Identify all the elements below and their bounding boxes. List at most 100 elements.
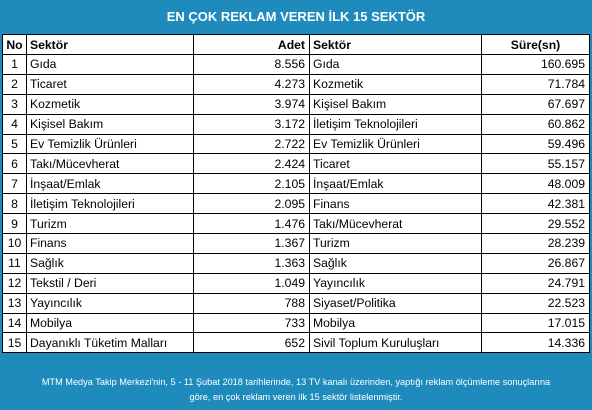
column-header-count: Adet — [193, 34, 310, 55]
cell-count: 788 — [193, 292, 310, 314]
cell-count: 3.172 — [193, 113, 310, 135]
cell-duration: 48.009 — [481, 173, 590, 195]
cell-count: 1.363 — [193, 252, 310, 274]
cell-duration: 59.496 — [481, 133, 590, 155]
cell-sector-by-count: Gıda — [26, 54, 194, 75]
cell-no: 3 — [2, 93, 27, 115]
table-row: 3 Kozmetik 3.974 Kişisel Bakım 67.697 — [2, 93, 590, 115]
cell-no: 10 — [2, 233, 27, 254]
cell-sector-by-duration: Finans — [309, 193, 482, 215]
cell-no: 12 — [2, 272, 27, 294]
cell-sector-by-count: Takı/Mücevherat — [26, 153, 194, 175]
cell-duration: 42.381 — [481, 193, 590, 215]
table-row: 1 Gıda 8.556 Gıda 160.695 — [2, 54, 590, 75]
cell-duration: 14.336 — [481, 332, 590, 354]
cell-sector-by-count: Finans — [26, 233, 194, 254]
column-header-sector-by-count: Sektör — [26, 34, 194, 55]
cell-sector-by-count: Kişisel Bakım — [26, 113, 194, 135]
table-row: 7 İnşaat/Emlak 2.105 İnşaat/Emlak 48.009 — [2, 173, 590, 195]
cell-no: 11 — [2, 252, 27, 274]
cell-count: 652 — [193, 332, 310, 354]
cell-sector-by-count: Ev Temizlik Ürünleri — [26, 133, 194, 155]
cell-count: 2.095 — [193, 193, 310, 215]
table-row: 13 Yayıncılık 788 Siyaset/Politika 22.523 — [2, 292, 590, 314]
cell-sector-by-duration: Gıda — [309, 54, 482, 75]
cell-sector-by-count: Mobilya — [26, 312, 194, 334]
table-row: 8 İletişim Teknolojileri 2.095 Finans 42.381 — [2, 193, 590, 215]
table-row: 6 Takı/Mücevherat 2.424 Ticaret 55.157 — [2, 153, 590, 175]
cell-sector-by-count: Sağlık — [26, 252, 194, 274]
cell-sector-by-duration: Mobilya — [309, 312, 482, 334]
table-row: 9 Turizm 1.476 Takı/Mücevherat 29.552 — [2, 213, 590, 235]
cell-duration: 22.523 — [481, 292, 590, 314]
table-row: 11 Sağlık 1.363 Sağlık 26.867 — [2, 252, 590, 274]
cell-no: 15 — [2, 332, 27, 354]
cell-sector-by-count: İletişim Teknolojileri — [26, 193, 194, 215]
cell-sector-by-duration: Ev Temizlik Ürünleri — [309, 133, 482, 155]
cell-sector-by-duration: Sağlık — [309, 252, 482, 274]
cell-sector-by-duration: Kozmetik — [309, 73, 482, 95]
cell-no: 13 — [2, 292, 27, 314]
cell-sector-by-count: Turizm — [26, 213, 194, 235]
table-row: 14 Mobilya 733 Mobilya 17.015 — [2, 312, 590, 334]
table-row: 2 Ticaret 4.273 Kozmetik 71.784 — [2, 73, 590, 95]
column-header-no: No — [2, 34, 27, 55]
cell-sector-by-duration: Takı/Mücevherat — [309, 213, 482, 235]
table-body: 1 Gıda 8.556 Gıda 160.695 2 Ticaret 4.273 Kozmet… — [2, 54, 590, 354]
column-header-sector-by-duration: Sektör — [309, 34, 482, 55]
cell-sector-by-duration: İletişim Teknolojileri — [309, 113, 482, 135]
cell-count: 1.049 — [193, 272, 310, 294]
cell-sector-by-count: Dayanıklı Tüketim Malları — [26, 332, 194, 354]
cell-duration: 67.697 — [481, 93, 590, 115]
sector-ranking-table: No Sektör Adet Sektör Süre(sn) 1 Gıda 8.55… — [2, 34, 590, 354]
cell-duration: 55.157 — [481, 153, 590, 175]
cell-sector-by-duration: İnşaat/Emlak — [309, 173, 482, 195]
table-row: 5 Ev Temizlik Ürünleri 2.722 Ev Temizlik Ür… — [2, 133, 590, 155]
page-title: EN ÇOK REKLAM VEREN İLK 15 SEKTÖR — [166, 9, 426, 24]
cell-sector-by-count: İnşaat/Emlak — [26, 173, 194, 195]
cell-sector-by-count: Tekstil / Deri — [26, 272, 194, 294]
cell-count: 1.367 — [193, 233, 310, 254]
cell-duration: 160.695 — [481, 54, 590, 75]
cell-sector-by-duration: Sivil Toplum Kuruluşları — [309, 332, 482, 354]
cell-no: 6 — [2, 153, 27, 175]
cell-no: 4 — [2, 113, 27, 135]
cell-no: 9 — [2, 213, 27, 235]
cell-count: 1.476 — [193, 213, 310, 235]
cell-sector-by-count: Kozmetik — [26, 93, 194, 115]
table-row: 10 Finans 1.367 Turizm 28.239 — [2, 233, 590, 254]
cell-sector-by-duration: Turizm — [309, 233, 482, 254]
cell-no: 7 — [2, 173, 27, 195]
cell-duration: 17.015 — [481, 312, 590, 334]
cell-duration: 71.784 — [481, 73, 590, 95]
cell-duration: 28.239 — [481, 233, 590, 254]
cell-sector-by-count: Ticaret — [26, 73, 194, 95]
cell-sector-by-duration: Ticaret — [309, 153, 482, 175]
table-row: 15 Dayanıklı Tüketim Malları 652 Sivil Topl… — [2, 332, 590, 354]
cell-count: 8.556 — [193, 54, 310, 75]
cell-sector-by-count: Yayıncılık — [26, 292, 194, 314]
cell-duration: 24.791 — [481, 272, 590, 294]
cell-count: 2.722 — [193, 133, 310, 155]
table-row: 12 Tekstil / Deri 1.049 Yayıncılık 24.791 — [2, 272, 590, 294]
cell-no: 8 — [2, 193, 27, 215]
footnote-line-2: göre, en çok reklam veren ilk 15 sektör … — [189, 392, 403, 402]
cell-count: 3.974 — [193, 93, 310, 115]
cell-no: 2 — [2, 73, 27, 95]
cell-sector-by-duration: Kişisel Bakım — [309, 93, 482, 115]
cell-sector-by-duration: Yayıncılık — [309, 272, 482, 294]
footnote: MTM Medya Takip Merkezi'nin, 5 - 11 Şuba… — [0, 373, 592, 410]
cell-count: 2.105 — [193, 173, 310, 195]
footnote-line-1: MTM Medya Takip Merkezi'nin, 5 - 11 Şuba… — [41, 377, 551, 387]
cell-sector-by-duration: Siyaset/Politika — [309, 292, 482, 314]
cell-count: 4.273 — [193, 73, 310, 95]
cell-no: 14 — [2, 312, 27, 334]
cell-count: 733 — [193, 312, 310, 334]
cell-no: 1 — [2, 54, 27, 75]
cell-duration: 60.862 — [481, 113, 590, 135]
table-header-row: No Sektör Adet Sektör Süre(sn) — [2, 34, 590, 55]
cell-count: 2.424 — [193, 153, 310, 175]
cell-no: 5 — [2, 133, 27, 155]
table-row: 4 Kişisel Bakım 3.172 İletişim Teknolojiler… — [2, 113, 590, 135]
cell-duration: 26.867 — [481, 252, 590, 274]
